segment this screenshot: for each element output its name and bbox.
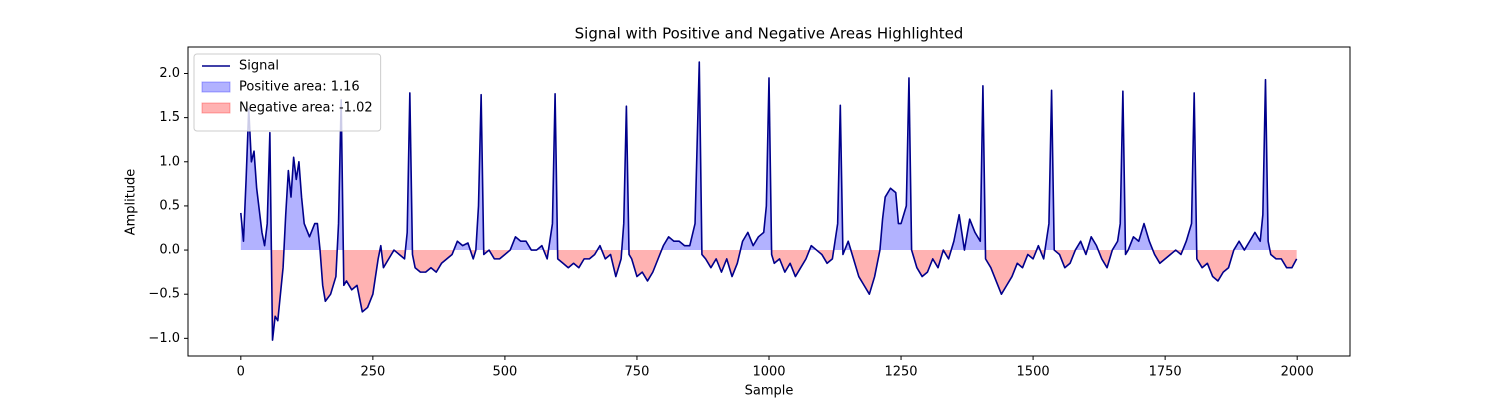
legend-patch [201,102,231,114]
x-tick-label: 2000 [1281,365,1314,380]
x-tick-label: 1500 [1017,365,1050,380]
x-axis-label: Sample [745,384,794,399]
legend-patch [201,81,231,93]
legend-label: Negative area: -1.02 [239,101,373,116]
legend-label: Positive area: 1.16 [239,80,360,95]
x-tick-label: 1000 [752,365,785,380]
y-tick-label: 0.0 [159,243,180,258]
y-tick-label: −0.5 [148,287,180,302]
area-fill [240,62,1297,251]
x-tick-label: 500 [492,365,517,380]
x-tick-label: 750 [625,365,650,380]
y-tick-label: 0.5 [159,198,180,213]
legend-box [193,53,382,132]
x-tick-label: 1250 [884,365,917,380]
x-tick-label: 250 [360,365,385,380]
y-tick-label: 2.0 [159,66,180,81]
x-tick-label: 0 [237,365,245,380]
chart-title: Signal with Positive and Negative Areas … [575,25,964,43]
y-axis-label: Amplitude [124,169,139,236]
y-tick-label: −1.0 [148,331,180,346]
signal-line [240,61,1298,341]
legend-label: Signal [239,59,279,74]
x-tick-label: 1750 [1149,365,1182,380]
y-tick-label: 1.5 [159,110,180,125]
y-tick-label: 1.0 [159,154,180,169]
